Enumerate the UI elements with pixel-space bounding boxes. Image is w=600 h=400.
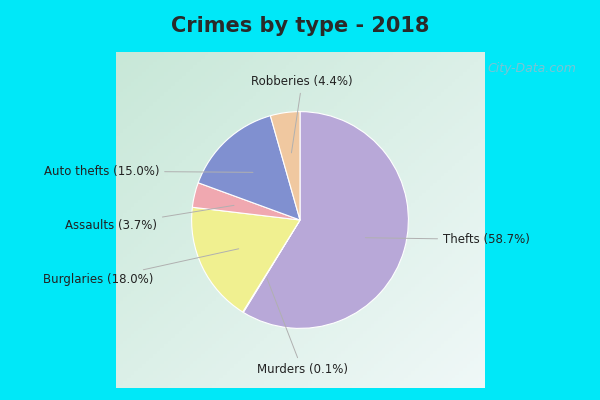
Text: Thefts (58.7%): Thefts (58.7%)	[365, 233, 530, 246]
Text: Burglaries (18.0%): Burglaries (18.0%)	[43, 249, 239, 286]
Text: Auto thefts (15.0%): Auto thefts (15.0%)	[44, 165, 253, 178]
Wedge shape	[191, 207, 300, 312]
Text: Crimes by type - 2018: Crimes by type - 2018	[171, 16, 429, 36]
Text: City-Data.com: City-Data.com	[487, 62, 577, 75]
Wedge shape	[193, 183, 300, 220]
Text: Robberies (4.4%): Robberies (4.4%)	[251, 75, 353, 153]
Wedge shape	[244, 112, 409, 328]
Wedge shape	[243, 220, 300, 312]
Text: Murders (0.1%): Murders (0.1%)	[257, 278, 347, 376]
Text: Assaults (3.7%): Assaults (3.7%)	[65, 205, 234, 232]
Wedge shape	[271, 112, 300, 220]
Wedge shape	[198, 116, 300, 220]
